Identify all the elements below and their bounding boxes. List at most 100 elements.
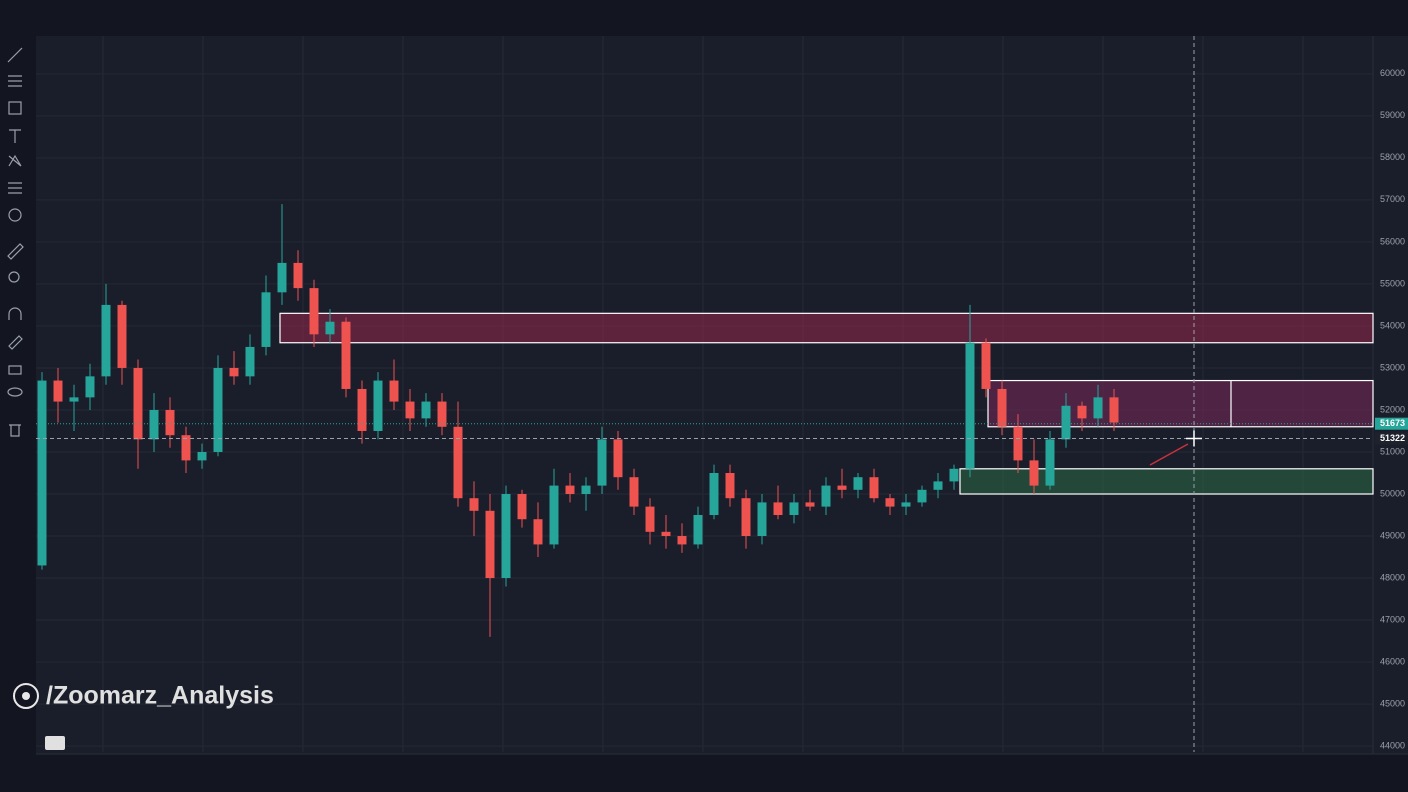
- candle-body: [821, 485, 831, 507]
- candle-body: [1077, 405, 1087, 419]
- price-axis: [1373, 36, 1408, 754]
- toolbar: [7, 47, 24, 437]
- candle-body: [693, 515, 703, 545]
- candle-body: [1013, 426, 1023, 461]
- candle-body: [885, 498, 895, 507]
- y-tick-label: 53000: [1380, 362, 1405, 372]
- candle-body: [101, 304, 111, 377]
- candle-body: [773, 502, 783, 516]
- candle-body: [533, 519, 543, 545]
- candle-body: [981, 342, 991, 389]
- candle-body: [917, 489, 927, 503]
- zone: [279, 312, 1374, 344]
- y-tick-label: 57000: [1380, 194, 1405, 204]
- candle-body: [213, 367, 223, 452]
- candle-body: [869, 477, 879, 499]
- candle-body: [997, 388, 1007, 427]
- tool-lock[interactable]: [8, 365, 22, 375]
- candle-body: [661, 531, 671, 537]
- candle-body: [373, 380, 383, 431]
- candle-body: [789, 502, 799, 516]
- tool-pattern[interactable]: [8, 154, 22, 167]
- zone: [959, 468, 1374, 495]
- candle-body: [629, 477, 639, 507]
- chart: 44000 45000 46000 47000 48000 49000 50000 51000…: [36, 36, 1408, 752]
- candle-body: [549, 485, 559, 545]
- y-tick-label: 60000: [1380, 68, 1405, 78]
- candle-body: [485, 510, 495, 579]
- tool-pencil[interactable]: [8, 335, 23, 350]
- y-tick-label: 55000: [1380, 278, 1405, 288]
- y-tick-label: 59000: [1380, 110, 1405, 120]
- candle-body: [517, 494, 527, 520]
- candle-body: [933, 481, 943, 490]
- candle-body: [437, 401, 447, 427]
- candle-body: [405, 401, 415, 419]
- candle-body: [261, 292, 271, 347]
- y-tick-label: 56000: [1380, 236, 1405, 246]
- tool-fib[interactable]: [8, 182, 22, 194]
- candle-body: [37, 380, 47, 566]
- candle-body: [245, 346, 255, 377]
- tool-emoji[interactable]: [8, 208, 22, 222]
- candle-body: [117, 304, 127, 368]
- candle-body: [197, 451, 207, 461]
- candle-body: [725, 472, 735, 499]
- y-tick-label: 49000: [1380, 530, 1405, 540]
- tool-eye[interactable]: [7, 387, 23, 397]
- candle-body: [1061, 405, 1071, 440]
- candle-body: [165, 409, 175, 436]
- plot-area: [36, 36, 1373, 754]
- tool-trash[interactable]: [9, 424, 21, 437]
- y-tick-label: 44000: [1380, 740, 1405, 750]
- candle-body: [341, 321, 351, 389]
- y-tick-label: 54000: [1380, 320, 1405, 330]
- candle-body: [421, 401, 431, 419]
- tool-trendline[interactable]: [7, 47, 23, 63]
- candle-body: [901, 502, 911, 507]
- candle-body: [357, 388, 367, 431]
- candle-body: [309, 288, 319, 335]
- candle-body: [501, 494, 511, 579]
- candle-body: [69, 397, 79, 402]
- y-tick-label: 51000: [1380, 446, 1405, 456]
- tool-text[interactable]: [9, 129, 21, 143]
- zone: [987, 379, 1374, 428]
- y-tick-label: 46000: [1380, 656, 1405, 666]
- cursor: [1186, 430, 1202, 447]
- candle-body: [645, 506, 655, 532]
- candle-body: [677, 536, 687, 545]
- y-tick-label: 58000: [1380, 152, 1405, 162]
- y-tick-label: 47000: [1380, 614, 1405, 624]
- candle-body: [133, 367, 143, 440]
- candle-body: [149, 409, 159, 440]
- watermark-icon-dot: [22, 692, 30, 700]
- candle-body: [1045, 439, 1055, 486]
- candle-body: [181, 435, 191, 461]
- tool-zoom[interactable]: [8, 271, 20, 283]
- candle-body: [613, 439, 623, 478]
- tool-rect[interactable]: [8, 101, 22, 115]
- candle-body: [1093, 397, 1103, 419]
- price-tag-label: 51322: [1380, 433, 1405, 443]
- candle-body: [597, 439, 607, 486]
- tool-lines[interactable]: [8, 75, 22, 87]
- candle-body: [229, 367, 239, 377]
- candle-body: [565, 485, 575, 495]
- candle-body: [853, 477, 863, 490]
- candle-body: [389, 380, 399, 402]
- candle-body: [277, 262, 287, 293]
- candle-body: [1029, 460, 1039, 486]
- y-tick-label: 48000: [1380, 572, 1405, 582]
- watermark-icon: [13, 683, 39, 709]
- tool-magnet[interactable]: [8, 307, 22, 320]
- price-tag-label: 51673: [1380, 418, 1405, 428]
- y-tick-label: 45000: [1380, 698, 1405, 708]
- candle-body: [965, 342, 975, 469]
- candle-body: [837, 485, 847, 490]
- price-tag: [1375, 432, 1408, 445]
- candle-body: [757, 502, 767, 537]
- tool-ruler[interactable]: [7, 243, 24, 260]
